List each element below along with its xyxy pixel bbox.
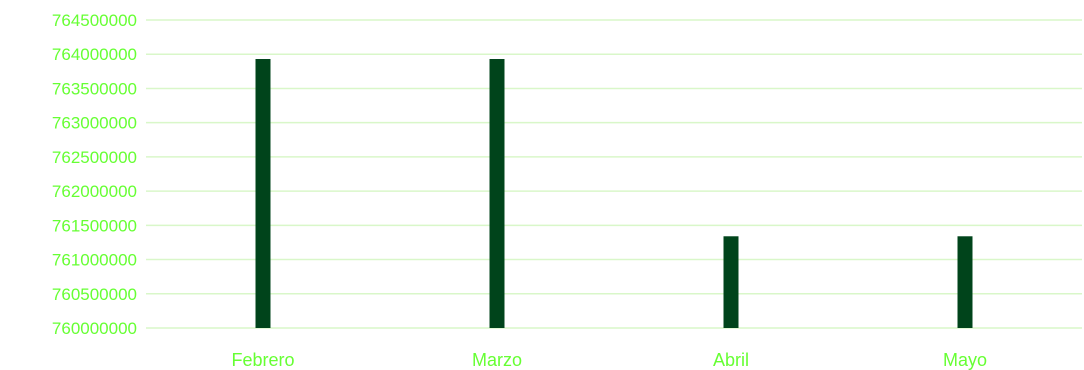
y-tick-label: 761000000 — [52, 251, 137, 270]
x-axis-categories: Febrero Marzo Abril Mayo — [231, 350, 987, 370]
bar-marzo — [489, 59, 505, 328]
y-tick-label: 760000000 — [52, 319, 137, 338]
y-tick-label: 762500000 — [52, 148, 137, 167]
bar-mayo — [957, 236, 973, 328]
x-category-label: Febrero — [231, 350, 294, 370]
y-tick-label: 763000000 — [52, 114, 137, 133]
y-tick-label: 764000000 — [52, 45, 137, 64]
gridlines — [146, 19, 1082, 329]
bar-febrero — [255, 59, 271, 328]
x-category-label: Marzo — [472, 350, 522, 370]
y-tick-label: 763500000 — [52, 79, 137, 98]
y-tick-label: 764500000 — [52, 11, 137, 30]
x-category-label: Mayo — [943, 350, 987, 370]
bars — [255, 59, 973, 328]
x-category-label: Abril — [713, 350, 749, 370]
y-tick-label: 762000000 — [52, 182, 137, 201]
y-tick-label: 761500000 — [52, 216, 137, 235]
y-tick-label: 760500000 — [52, 285, 137, 304]
bar-abril — [723, 236, 739, 328]
y-axis-ticks: 760000000 760500000 761000000 761500000 7620… — [52, 11, 137, 338]
